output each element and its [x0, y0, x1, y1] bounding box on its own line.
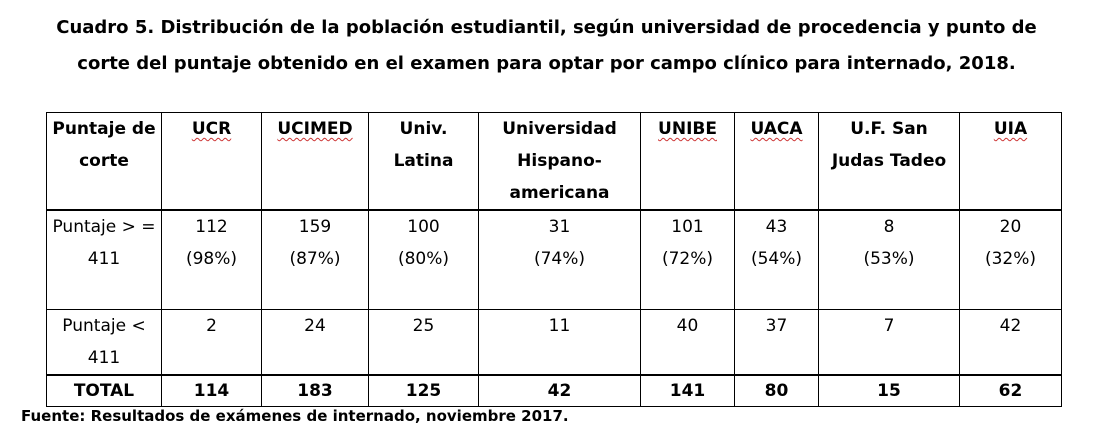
table-cell: 25 — [368, 309, 479, 376]
table-cell: 8 (53%) — [818, 209, 960, 310]
table-row: Puntaje > = 411 112 (98%) 159 (87%) 100 (80… — [46, 209, 1062, 310]
header-hispanoamericana: Universidad Hispano-americana — [478, 112, 641, 211]
header-unibe: UNIBE — [640, 112, 735, 211]
cell-count: 159 — [298, 217, 332, 237]
header-uaca: UACA — [734, 112, 819, 211]
header-uia-label: UIA — [993, 119, 1028, 139]
header-san-judas-tadeo: U.F. San Judas Tadeo — [818, 112, 960, 211]
cell-count: 20 — [999, 217, 1022, 237]
table-cell: 40 — [640, 309, 735, 376]
total-cell: 80 — [734, 374, 819, 407]
row-label: TOTAL — [46, 374, 162, 407]
table-caption: Cuadro 5. Distribución de la población e… — [0, 10, 1093, 82]
table-cell: 20 (32%) — [959, 209, 1062, 310]
row-label: Puntaje < 411 — [46, 309, 162, 376]
total-cell: 15 — [818, 374, 960, 407]
caption-line-1: Cuadro 5. Distribución de la población e… — [56, 17, 1037, 38]
header-uia: UIA — [959, 112, 1062, 211]
table-cell: 100 (80%) — [368, 209, 479, 310]
cell-percent: (87%) — [289, 249, 341, 269]
cell-percent: (80%) — [397, 249, 450, 269]
total-cell: 62 — [959, 374, 1062, 407]
table-cell: 159 (87%) — [261, 209, 369, 310]
source-note: Fuente: Resultados de exámenes de intern… — [21, 407, 569, 425]
header-cutoff: Puntaje de corte — [46, 112, 162, 211]
table-cell: 2 — [161, 309, 262, 376]
header-univ-latina: Univ. Latina — [368, 112, 479, 211]
cell-percent: (32%) — [984, 249, 1037, 269]
total-cell: 114 — [161, 374, 262, 407]
total-cell: 42 — [478, 374, 641, 407]
cell-percent: (74%) — [533, 249, 586, 269]
cell-count: 31 — [548, 217, 571, 237]
header-ucr: UCR — [161, 112, 262, 211]
header-unibe-label: UNIBE — [658, 119, 717, 139]
total-cell: 183 — [261, 374, 369, 407]
header-row: Puntaje de corte UCR UCIMED Univ. Latina… — [46, 112, 1062, 211]
cell-percent: (54%) — [750, 249, 803, 269]
row-label: Puntaje > = 411 — [46, 209, 162, 310]
cell-percent: (72%) — [661, 249, 714, 269]
cell-percent: (53%) — [863, 249, 915, 269]
cell-count: 112 — [195, 217, 228, 237]
header-ucimed: UCIMED — [261, 112, 369, 211]
table-cell: 37 — [734, 309, 819, 376]
header-uaca-label: UACA — [750, 119, 803, 139]
caption-line-2: corte del puntaje obtenido en el examen … — [77, 53, 1016, 74]
table-cell: 42 — [959, 309, 1062, 376]
cell-count: 43 — [765, 217, 788, 237]
table-cell: 31 (74%) — [478, 209, 641, 310]
cell-count: 8 — [883, 217, 895, 237]
table-cell: 43 (54%) — [734, 209, 819, 310]
table-cell: 11 — [478, 309, 641, 376]
table-row: Puntaje < 411 2 24 25 11 40 37 7 42 — [46, 309, 1062, 376]
header-ucimed-label: UCIMED — [277, 119, 353, 139]
table-cell: 24 — [261, 309, 369, 376]
table-cell: 7 — [818, 309, 960, 376]
table-cell: 101 (72%) — [640, 209, 735, 310]
table-cell: 112 (98%) — [161, 209, 262, 310]
distribution-table: Puntaje de corte UCR UCIMED Univ. Latina… — [46, 112, 1062, 407]
total-cell: 141 — [640, 374, 735, 407]
header-ucr-label: UCR — [191, 119, 232, 139]
total-cell: 125 — [368, 374, 479, 407]
cell-count: 101 — [671, 217, 704, 237]
total-row: TOTAL 114 183 125 42 141 80 15 62 — [46, 374, 1062, 407]
cell-percent: (98%) — [185, 249, 238, 269]
cell-count: 100 — [407, 217, 440, 237]
